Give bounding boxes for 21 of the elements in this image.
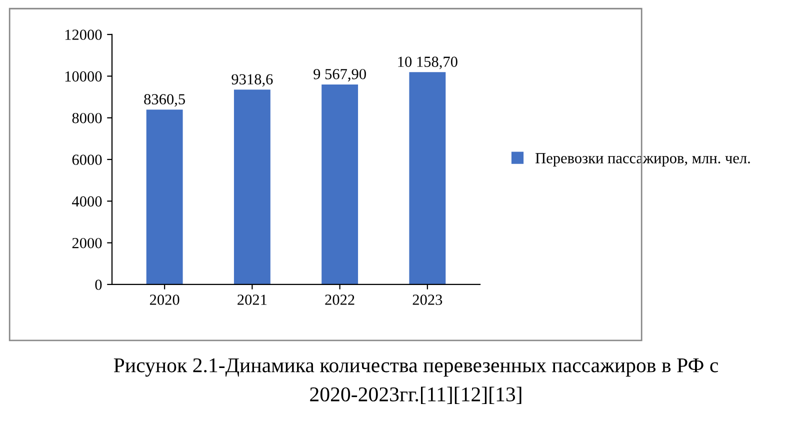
- bar: [322, 84, 358, 284]
- y-tick-label: 10000: [65, 71, 102, 82]
- y-tick-label: 8000: [72, 112, 102, 124]
- legend-label: Перевозки пассажиров, млн. чел.: [536, 153, 750, 166]
- data-label: 9318,6: [232, 74, 273, 87]
- x-tick-label: 2022: [325, 294, 354, 305]
- y-tick-label: 2000: [72, 238, 102, 248]
- y-tick-label: 6000: [72, 154, 102, 165]
- data-label: 9 567,90: [314, 68, 366, 82]
- x-tick-label: 2023: [412, 294, 442, 305]
- y-tick-label: 0: [95, 280, 102, 290]
- bar: [409, 72, 446, 284]
- y-tick-label: 12000: [65, 30, 102, 40]
- bar: [146, 110, 183, 284]
- x-tick-label: 2021: [238, 294, 267, 305]
- y-tick-label: 4000: [72, 196, 102, 207]
- x-tick-label: 2020: [150, 294, 180, 305]
- data-label: 10 158,70: [398, 56, 458, 70]
- bar: [234, 90, 270, 284]
- data-label: 8360,5: [144, 94, 185, 107]
- text: Рисунок 2.1-Динамика количества перевезенных пассажиров в РФ с 2020-2023гг.[11][12][13]: [114, 358, 718, 404]
